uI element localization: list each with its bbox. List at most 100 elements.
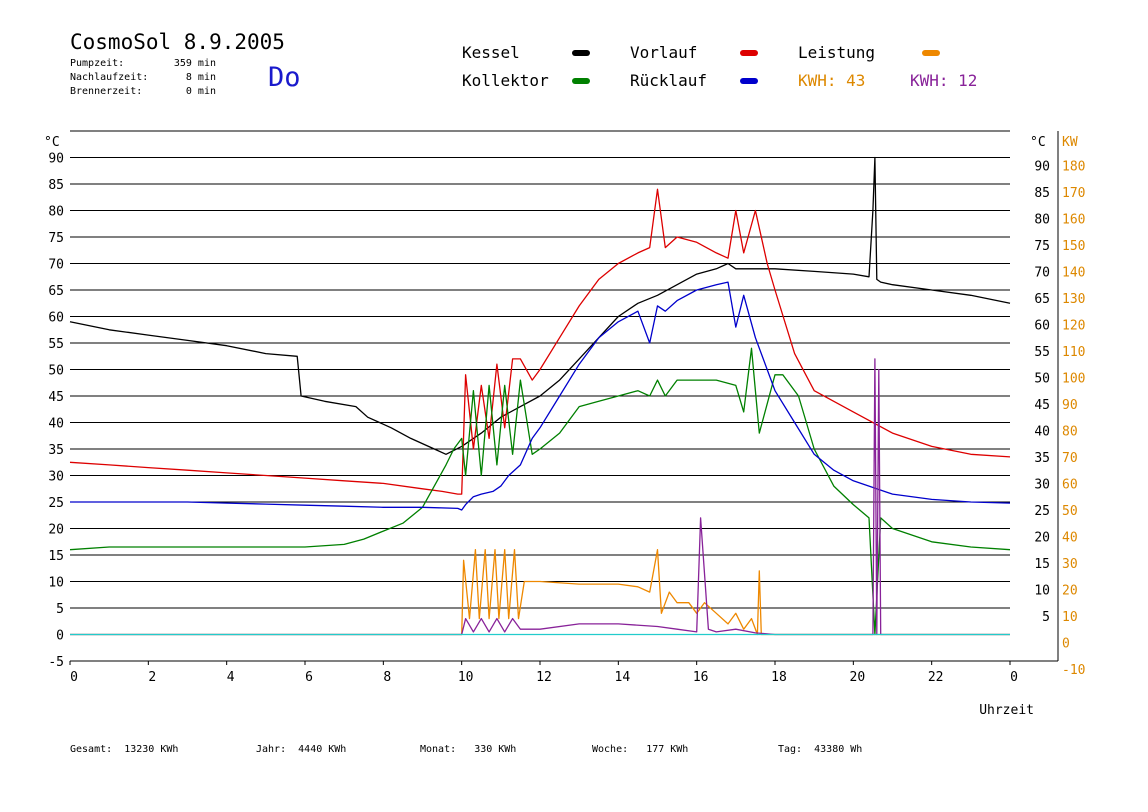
stat-label: Pumpzeit:: [70, 58, 125, 69]
y-tick-label-right: 15: [1034, 557, 1050, 572]
x-tick-label: 0: [70, 670, 78, 685]
footer-label: Monat:: [420, 744, 457, 755]
footer-label: Woche:: [592, 744, 629, 755]
x-tick-label: 18: [771, 670, 787, 685]
kwh-label: KWH:: [798, 71, 837, 90]
x-tick-label: 10: [458, 670, 474, 685]
page-title: CosmoSol 8.9.2005: [70, 30, 285, 54]
footer-value: 4440 KWh: [298, 744, 347, 755]
footer-label: Jahr:: [256, 744, 287, 755]
stat-nachlaufzeit: Nachlaufzeit: 8 min: [70, 72, 216, 83]
x-tick-label: 16: [693, 670, 709, 685]
y-tick-label-right: 45: [1034, 398, 1050, 413]
x-tick-label: 0: [1010, 670, 1018, 685]
y-tick-label-left: 15: [48, 549, 64, 564]
y-tick-label-right: 60: [1034, 319, 1050, 334]
footer-value: 43380 Wh: [814, 744, 863, 755]
legend-ruecklauf-swatch: [740, 78, 758, 84]
y-tick-label-left: -5: [48, 655, 64, 670]
y-tick-label-right: 65: [1034, 292, 1050, 307]
x-tick-label: 22: [928, 670, 944, 685]
legend-leistung-label: Leistung: [798, 43, 876, 62]
legend-vorlauf-swatch: [740, 50, 758, 56]
power-tick-label: 20: [1062, 584, 1078, 599]
legend-kessel-label: Kessel: [462, 43, 520, 62]
kwh-readout-1: KWH: 43: [798, 71, 865, 90]
y-tick-label-right: 35: [1034, 451, 1050, 466]
y-tick-label-left: 85: [48, 178, 64, 193]
stat-label: Brennerzeit:: [70, 86, 143, 97]
legend-kollektor-label: Kollektor: [462, 71, 549, 90]
x-tick-label: 20: [850, 670, 866, 685]
footer-value: 177 KWh: [646, 744, 689, 755]
y-tick-label-left: 80: [48, 205, 64, 220]
power-tick-label: 40: [1062, 531, 1078, 546]
y-tick-label-left: 0: [56, 629, 64, 644]
power-axis-unit: KW: [1062, 135, 1078, 150]
kwh-readout-2: KWH: 12: [910, 71, 977, 90]
y-tick-label-left: 25: [48, 496, 64, 511]
y-tick-label-right: 85: [1034, 186, 1050, 201]
legend-vorlauf-label: Vorlauf: [630, 43, 698, 62]
power-tick-label: 160: [1062, 213, 1085, 228]
power-tick-label: -10: [1062, 663, 1085, 678]
footer-label: Tag:: [778, 744, 803, 755]
x-tick-label: 12: [536, 670, 552, 685]
series-line-leistung: [70, 549, 1010, 636]
footer-woche: Woche: 177 KWh: [592, 744, 688, 755]
legend-kessel-swatch: [572, 50, 590, 56]
y-tick-label-right: 20: [1034, 531, 1050, 546]
series-line-vorlauf: [69, 188, 1011, 495]
power-tick-label: 130: [1062, 292, 1085, 307]
x-axis-label: Uhrzeit: [979, 703, 1034, 718]
footer-value: 13230 KWh: [124, 744, 179, 755]
y-tick-label-left: 20: [48, 523, 64, 538]
footer-monat: Monat: 330 KWh: [420, 744, 516, 755]
kwh-value: 43: [846, 71, 866, 90]
power-tick-label: 80: [1062, 425, 1078, 440]
y-tick-label-right: 80: [1034, 213, 1050, 228]
power-tick-label: 60: [1062, 478, 1078, 493]
y-tick-label-right: 40: [1034, 425, 1050, 440]
y-tick-label-left: 45: [48, 390, 64, 405]
y-tick-label-left: 55: [48, 337, 64, 352]
footer-gesamt: Gesamt: 13230 KWh: [70, 744, 178, 755]
y-tick-label-right: 55: [1034, 345, 1050, 360]
y-axis-unit-left: °C: [44, 135, 60, 150]
y-axis-unit-right: °C: [1030, 135, 1046, 150]
stat-value: 8 min: [185, 72, 216, 83]
x-tick-label: 2: [148, 670, 156, 685]
y-tick-label-right: 75: [1034, 239, 1050, 254]
chart-series: [69, 156, 1011, 636]
y-tick-label-left: 70: [48, 258, 64, 273]
footer-label: Gesamt:: [70, 744, 113, 755]
y-tick-label-right: 30: [1034, 478, 1050, 493]
stat-pumpzeit: Pumpzeit: 359 min: [70, 58, 216, 69]
stat-brennerzeit: Brennerzeit: 0 min: [70, 86, 216, 97]
y-tick-label-right: 90: [1034, 160, 1050, 175]
legend-kollektor-swatch: [572, 78, 590, 84]
y-tick-label-left: 40: [48, 417, 64, 432]
x-tick-label: 14: [615, 670, 631, 685]
footer-jahr: Jahr: 4440 KWh: [256, 744, 346, 755]
series-line-kollektor: [69, 347, 1011, 636]
weekday-label: Do: [268, 62, 301, 93]
legend-leistung-swatch: [922, 50, 940, 56]
y-tick-label-left: 50: [48, 364, 64, 379]
y-tick-label-left: 30: [48, 470, 64, 485]
power-tick-label: 10: [1062, 610, 1078, 625]
kwh-value: 12: [958, 71, 978, 90]
x-tick-label: 6: [305, 670, 313, 685]
power-tick-label: 50: [1062, 504, 1078, 519]
stat-label: Nachlaufzeit:: [70, 72, 149, 83]
series-line-kessel: [69, 156, 1011, 455]
power-tick-label: 120: [1062, 319, 1085, 334]
y-tick-label-left: 65: [48, 284, 64, 299]
kwh-label: KWH:: [910, 71, 949, 90]
power-tick-label: 30: [1062, 557, 1078, 572]
stat-value: 0 min: [185, 86, 216, 97]
power-tick-label: 140: [1062, 266, 1085, 281]
power-tick-label: 70: [1062, 451, 1078, 466]
power-tick-label: 100: [1062, 372, 1085, 387]
